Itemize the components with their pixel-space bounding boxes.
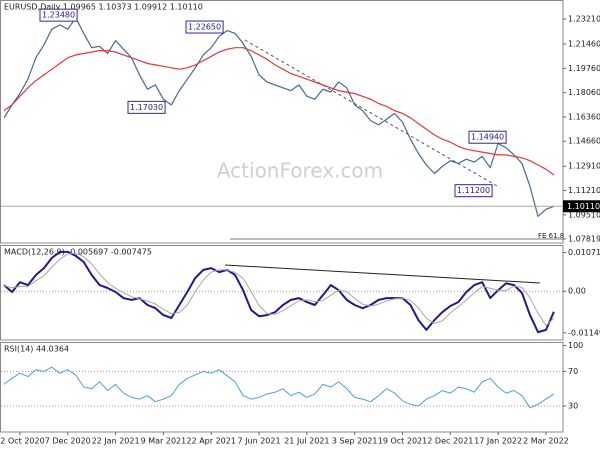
macd-header: MACD(12,26,9) -0.005697 -0.007475 [4, 248, 152, 257]
annotation-label: 1.14940 [471, 133, 504, 142]
series-line [3, 47, 555, 176]
y-tick-label: 1.12910 [568, 162, 600, 171]
y-tick-label: 100 [568, 341, 583, 350]
y-tick-label: 1.14660 [568, 137, 600, 146]
series-line [3, 250, 555, 334]
current-price-box [563, 200, 600, 213]
price-header: EURUSD,Daily 1.09965 1.10373 1.09912 1.1… [4, 3, 203, 12]
y-tick-label: 1.19760 [568, 64, 600, 73]
series-line [3, 252, 555, 327]
x-tick-label: 2 Dec 2021 [427, 437, 473, 446]
x-tick-label: 7 Jun 2021 [238, 437, 281, 446]
x-tick-label: 21 Jul 2021 [284, 437, 329, 446]
x-tick-label: 7 Dec 2020 [45, 437, 91, 446]
x-tick-label: 3 Sep 2021 [332, 437, 378, 446]
macd-trend-line [224, 264, 541, 284]
y-tick-label: -0.011499 [568, 328, 600, 337]
x-tick-label: 22 Apr 2021 [186, 437, 235, 446]
x-tick-label: 9 Mar 2021 [141, 437, 187, 446]
annotation-box [185, 20, 224, 34]
series-line [3, 17, 555, 217]
y-tick-label: 1.18060 [568, 88, 600, 97]
annotation-box [468, 130, 507, 144]
rsi-header: RSI(14) 44.0364 [4, 345, 69, 354]
y-tick-label: 70 [568, 367, 578, 376]
annotation-label: 1.11200 [457, 186, 490, 195]
y-tick-label: 30 [568, 402, 578, 411]
x-tick-label: 22 Jan 2021 [92, 437, 140, 446]
annotation-label: 1.22650 [188, 23, 221, 32]
annotation-label: 1.17030 [130, 103, 163, 112]
y-tick-label: 1.16360 [568, 112, 600, 121]
y-tick-label: 0.00 [568, 287, 586, 296]
y-tick-label: 1.09510 [568, 210, 600, 219]
price-panel-frame [0, 0, 564, 244]
fe-label: FE 61.8 [538, 232, 564, 240]
annotation-label: 1.23480 [42, 11, 75, 20]
x-tick-label: 22 Oct 2020 [0, 437, 45, 446]
y-tick-label: 0.010719 [568, 248, 600, 257]
x-tick-label: 17 Jan 2022 [474, 437, 522, 446]
macd-panel-frame [0, 245, 564, 341]
y-tick-label: 1.11210 [568, 186, 600, 195]
watermark: ActionForex.com [217, 159, 383, 183]
annotation-box [127, 100, 166, 114]
rsi-panel-frame [0, 342, 564, 433]
trend-line [244, 39, 498, 187]
x-tick-label: 19 Oct 2021 [378, 437, 427, 446]
current-price-label: 1.10110 [567, 202, 600, 211]
series-line [3, 366, 555, 409]
x-tick-label: 2 Mar 2022 [523, 437, 569, 446]
annotation-box [39, 8, 78, 22]
annotation-box [454, 184, 493, 198]
y-tick-label: 1.21460 [568, 40, 600, 49]
y-tick-label: 1.07819 [568, 235, 600, 244]
y-tick-label: 1.23210 [568, 15, 600, 24]
